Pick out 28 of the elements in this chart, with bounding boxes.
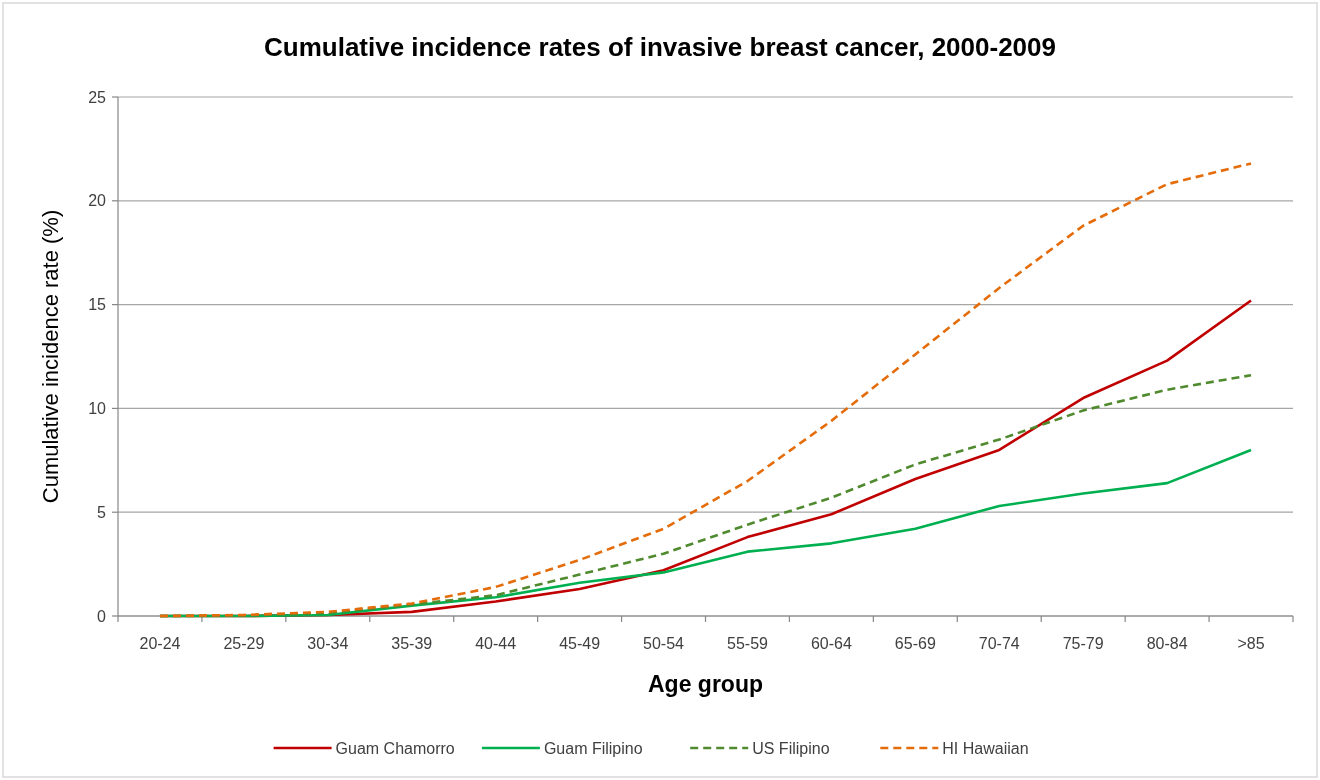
x-tick-label: 25-29	[223, 635, 265, 652]
x-tick-label: 55-59	[727, 635, 769, 652]
legend-label: HI Hawaiian	[942, 739, 1029, 757]
y-tick-label: 0	[97, 607, 107, 625]
legend-label: Guam Chamorro	[335, 739, 455, 757]
y-tick-label: 20	[88, 192, 107, 210]
x-tick-label: 80-84	[1146, 635, 1188, 652]
line-series	[158, 162, 1253, 618]
legend-label: Guam Filipino	[543, 739, 643, 757]
x-tick-label: 65-69	[894, 635, 936, 652]
x-tick-label: 60-64	[810, 635, 852, 652]
x-axis-title: Age group	[648, 671, 763, 697]
x-tick-label: 40-44	[475, 635, 517, 652]
x-tick-label: 50-54	[643, 635, 685, 652]
legend-label: US Filipino	[752, 739, 830, 757]
x-tick-label: 75-79	[1062, 635, 1104, 652]
x-tick-label: 20-24	[139, 635, 181, 652]
y-tick-label: 10	[88, 400, 107, 417]
x-tick-label: 30-34	[307, 635, 349, 652]
chart-title: Cumulative incidence rates of invasive breast cancer, 2000-2009	[264, 32, 1056, 62]
y-axis-title: Cumulative incidence rate (%)	[38, 209, 63, 504]
x-tick-label: >85	[1237, 635, 1265, 652]
x-tick-label: 45-49	[559, 635, 601, 652]
y-tick-label: 15	[88, 296, 107, 314]
x-tick-label: 70-74	[978, 635, 1020, 652]
y-tick-label: 5	[97, 503, 107, 521]
y-tick-label: 25	[88, 88, 107, 106]
x-tick-label: 35-39	[391, 635, 433, 652]
